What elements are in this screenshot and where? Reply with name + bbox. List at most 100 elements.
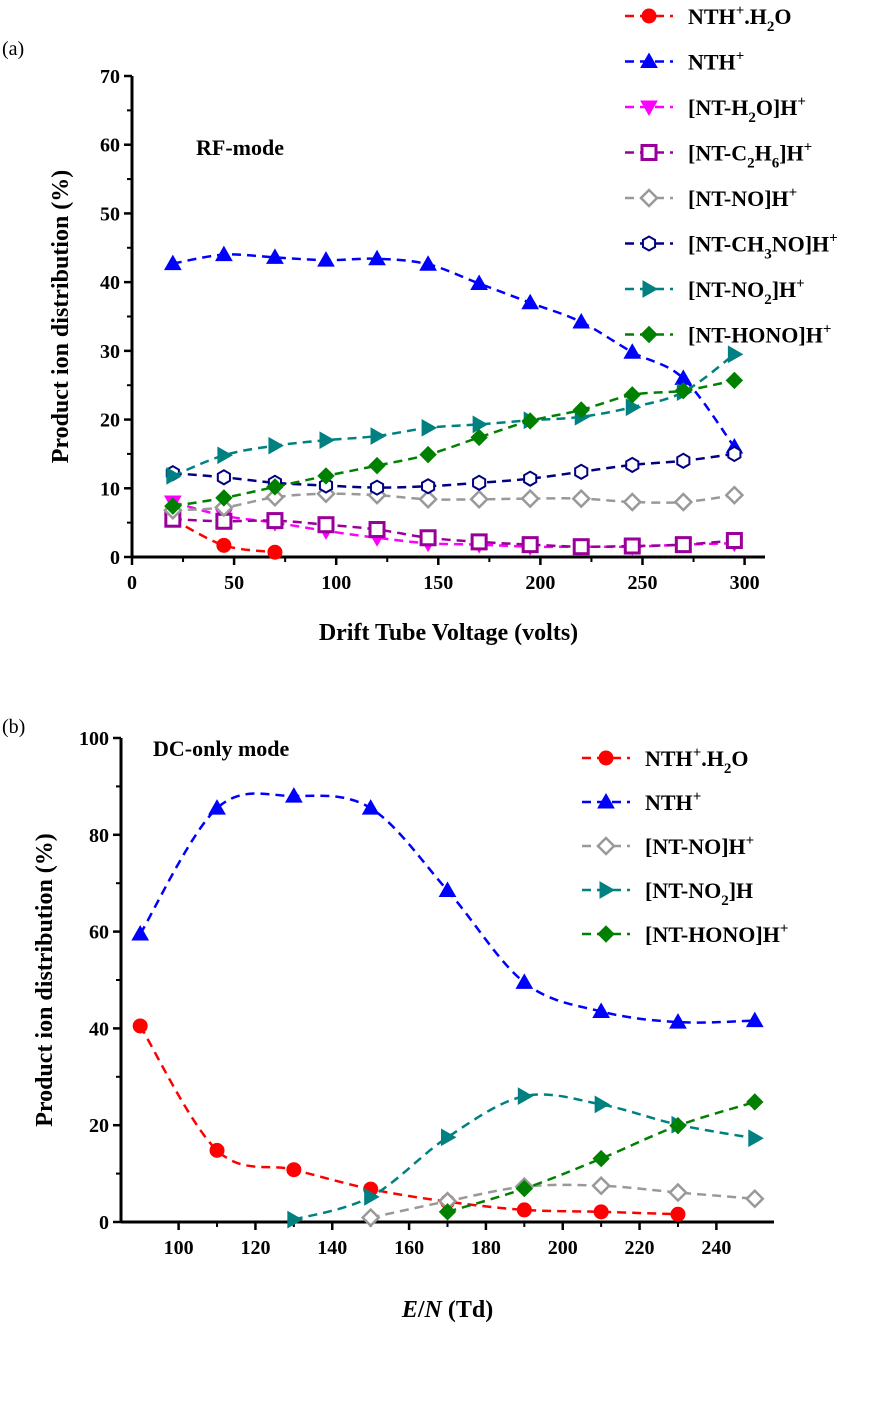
- panel-label: (b): [2, 716, 25, 738]
- series-line-nt_h2o: [172, 500, 735, 549]
- y-axis-label: Product ion distribution (%): [48, 170, 74, 464]
- legend-entry-nt_no2: [NT-NO2]H: [582, 878, 753, 909]
- data-point-nt_ch3no: [625, 456, 640, 474]
- data-point-nt_c2h6: [674, 536, 692, 554]
- legend-marker: [640, 52, 658, 68]
- data-point-nth: [419, 255, 437, 271]
- x-tick-label: 180: [471, 1237, 501, 1259]
- data-point-nt_c2h6: [368, 521, 386, 539]
- legend-marker: [599, 881, 616, 899]
- data-point-nt_hono: [470, 428, 488, 447]
- x-tick-label: 200: [525, 572, 555, 594]
- series-line-nt_no: [172, 492, 735, 512]
- mode-annotation: RF-mode: [196, 135, 284, 160]
- x-tick-label: 140: [317, 1237, 347, 1259]
- y-tick-label: 0: [110, 547, 120, 569]
- legend-label: [NT-NO]H+: [688, 185, 797, 211]
- data-point-nth_h2o: [209, 1142, 225, 1158]
- y-tick-label: 100: [79, 728, 109, 750]
- data-point-nt_no2: [166, 467, 182, 485]
- data-point-nt_ch3no: [574, 463, 589, 480]
- data-point-nt_no: [469, 489, 489, 510]
- x-tick-label: 220: [625, 1237, 655, 1259]
- x-tick-label: 100: [321, 572, 351, 594]
- legend-entry-nt_hono: [NT-HONO]H+: [582, 921, 788, 947]
- data-point-nt_c2h6: [521, 536, 539, 554]
- data-point-nt_no: [745, 1189, 765, 1209]
- x-tick-label: 160: [394, 1237, 424, 1259]
- x-tick-label: 150: [423, 572, 453, 594]
- legend-marker: [639, 188, 659, 208]
- data-point-nth: [745, 1011, 764, 1028]
- series-line-nt_no2: [172, 353, 736, 478]
- series-nth: [163, 245, 744, 454]
- data-point-nt_no: [214, 497, 234, 518]
- legend-label: [NT-NO]H+: [645, 833, 754, 859]
- series-nt_c2h6: [164, 510, 743, 556]
- y-axis-label: Product ion distribution (%): [32, 833, 58, 1127]
- series-line-nth_h2o: [172, 518, 276, 554]
- data-point-nth: [368, 249, 386, 266]
- y-tick-label: 40: [100, 272, 120, 294]
- x-tick-label: 250: [627, 572, 657, 594]
- series-nth: [131, 787, 764, 1029]
- legend-marker: [640, 100, 658, 117]
- legend-label: NTH+.H2O: [688, 3, 792, 35]
- data-point-nth: [470, 274, 488, 291]
- legend-label: [NT-H2O]H+: [688, 94, 806, 126]
- data-point-nt_hono: [669, 1116, 687, 1135]
- data-point-nt_hono: [623, 386, 641, 404]
- data-point-nt_hono: [521, 412, 539, 430]
- series-line-nt_hono: [172, 379, 735, 508]
- x-tick-label: 50: [224, 572, 244, 594]
- y-tick-label: 10: [100, 478, 120, 500]
- data-point-nth_h2o: [132, 1018, 148, 1034]
- data-point-nt_c2h6: [470, 533, 488, 551]
- data-point-nth: [131, 925, 150, 941]
- data-point-nth: [317, 251, 335, 267]
- x-axis-label: E/N (Td): [401, 1297, 493, 1323]
- data-point-nth: [438, 881, 457, 897]
- x-tick-label: 240: [701, 1237, 731, 1259]
- data-point-nt_hono: [164, 497, 182, 515]
- data-point-nth: [284, 787, 303, 803]
- x-tick-label: 300: [730, 572, 760, 594]
- data-point-nt_no: [520, 488, 540, 509]
- data-point-nt_hono: [317, 467, 335, 485]
- data-point-nth: [163, 254, 182, 271]
- legend-entry-nt_ch3no: [NT-CH3NO]H+: [625, 231, 838, 263]
- data-point-nt_no: [265, 487, 285, 507]
- legend-label: [NT-NO2]H: [645, 878, 753, 909]
- data-point-nt_no: [622, 492, 643, 512]
- data-point-nth: [515, 973, 534, 989]
- series-line-nt_ch3no: [172, 452, 735, 489]
- legend-entry-nt_no2: [NT-NO2]H+: [625, 276, 805, 308]
- data-point-nth: [266, 248, 284, 264]
- data-point-nt_no2: [472, 415, 489, 434]
- data-point-nth: [521, 293, 540, 310]
- legend-entry-nth_h2o: NTH+.H2O: [625, 3, 792, 35]
- series-line-nth: [139, 792, 755, 1024]
- y-tick-label: 80: [89, 825, 109, 847]
- data-point-nth_h2o: [267, 544, 283, 560]
- y-tick-label: 0: [99, 1212, 109, 1234]
- data-point-nt_no2: [625, 398, 642, 417]
- legend-label: [NT-HONO]H+: [645, 921, 788, 947]
- legend-marker: [642, 280, 659, 298]
- series-nth_h2o: [132, 1018, 686, 1222]
- data-point-nt_no2: [748, 1129, 764, 1148]
- data-point-nt_hono: [725, 371, 744, 390]
- legend-entry-nth: NTH+: [625, 49, 744, 75]
- data-point-nth: [669, 1013, 687, 1029]
- data-point-nt_hono: [592, 1149, 610, 1168]
- data-point-nt_hono: [266, 478, 284, 496]
- x-tick-label: 100: [164, 1237, 194, 1259]
- data-point-nt_no: [668, 1182, 688, 1203]
- data-point-nth: [623, 343, 642, 359]
- data-point-nt_no: [418, 489, 438, 510]
- legend-marker: [640, 144, 658, 161]
- series-line-nt_no2: [293, 1093, 756, 1221]
- data-point-nt_no2: [370, 427, 387, 445]
- data-point-nth_h2o: [670, 1206, 686, 1222]
- panel-b-chart: (b) 0 20 40 60 80 100 100 120 140 160 180 200 220 240 P…: [2, 716, 788, 1323]
